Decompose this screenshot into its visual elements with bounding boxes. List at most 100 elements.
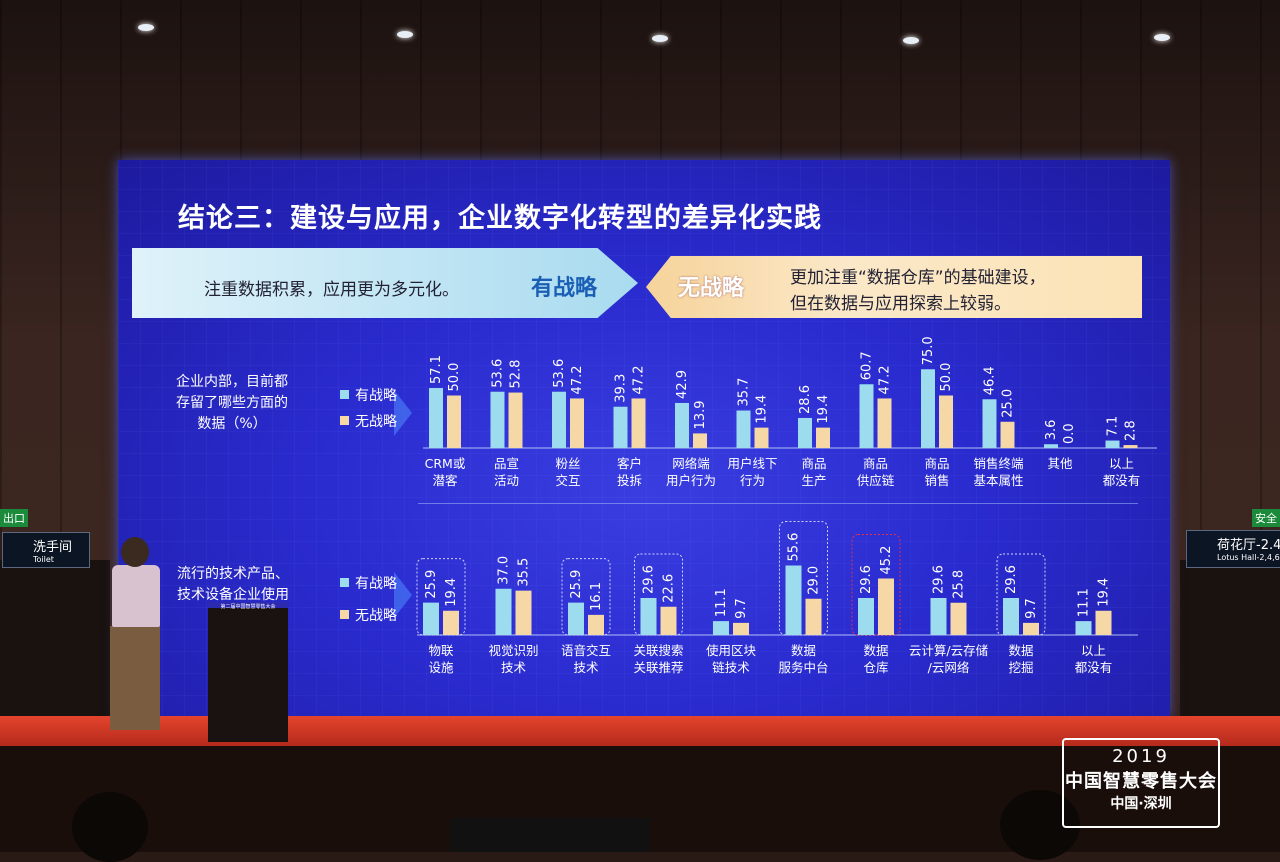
- bar-value-label: 46.4: [983, 366, 998, 395]
- category-label: 销售终端: [973, 456, 1023, 471]
- bar-with-strategy: [1044, 444, 1058, 448]
- category-label: 数据: [791, 643, 816, 658]
- bar-value-label: 25.0: [1001, 389, 1016, 418]
- category-label: 粉丝: [555, 456, 580, 471]
- ceiling-light: [652, 35, 668, 42]
- category-label: 商品: [801, 456, 826, 471]
- bar-value-label: 29.0: [807, 566, 822, 595]
- bar-value-label: 47.2: [570, 365, 585, 394]
- chart2-legend-item-without: 无战略: [340, 605, 397, 625]
- speaker-legs: [110, 626, 160, 730]
- bar-value-label: 47.2: [632, 365, 647, 394]
- bar-without-strategy: [631, 398, 646, 448]
- audience-head: [72, 792, 148, 862]
- bar-with-strategy: [930, 598, 947, 635]
- category-label: 活动: [494, 473, 519, 488]
- bar-without-strategy: [733, 622, 749, 635]
- category-label: 以上: [1109, 456, 1134, 471]
- chart1-ylabel-line: 企业内部，目前都: [176, 374, 288, 390]
- bar-value-label: 75.0: [921, 336, 936, 365]
- bar-without-strategy: [1023, 622, 1039, 635]
- toilet-sign: 洗手间 Toilet: [2, 532, 90, 568]
- bar-without-strategy: [508, 392, 523, 448]
- bar-with-strategy: [552, 391, 566, 448]
- category-label: 仓库: [863, 660, 888, 675]
- bar-without-strategy: [1123, 445, 1138, 448]
- audience-laptop: [450, 818, 650, 852]
- audience-head: [1000, 790, 1080, 860]
- category-label: 品宣: [494, 456, 519, 471]
- chart1-ylabel-line: 存留了哪些方面的: [176, 395, 288, 411]
- bar-with-strategy: [798, 417, 812, 448]
- bar-value-label: 29.6: [932, 565, 947, 594]
- bar-value-label: 2.8: [1124, 420, 1139, 441]
- podium-label: 第二届中国智慧零售大会: [220, 604, 276, 610]
- category-label: 挖掘: [1008, 660, 1033, 675]
- bar-with-strategy: [429, 388, 443, 448]
- safe-exit-sign: 安全: [1252, 509, 1280, 527]
- toilet-sign-cn: 洗手间: [33, 540, 73, 555]
- bar-without-strategy: [939, 395, 953, 448]
- bar-value-label: 29.6: [859, 565, 874, 594]
- legend-swatch-icon: [340, 416, 349, 425]
- ceiling-light: [1154, 34, 1170, 41]
- category-label: 使用区块: [706, 643, 757, 658]
- bar-without-strategy: [1000, 421, 1015, 448]
- band-left-text: 注重数据积累，应用更为多元化。: [204, 280, 459, 300]
- chart1-legend-item-with: 有战略: [340, 385, 397, 405]
- bar-with-strategy: [1105, 440, 1120, 448]
- band-with-strategy: [132, 248, 638, 318]
- lotus-hall-sign: 荷花厅-2.4 Lotus Hall-2,4,6,: [1186, 530, 1280, 568]
- bar-with-strategy: [982, 399, 997, 448]
- category-label: 供应链: [857, 473, 895, 488]
- bar-value-label: 19.4: [444, 578, 459, 607]
- bar-value-label: 19.4: [816, 395, 831, 424]
- event-year: 2019: [1112, 746, 1170, 767]
- category-label: 以上: [1081, 643, 1106, 658]
- category-label: CRM或: [425, 456, 466, 471]
- bar-value-label: 11.1: [1077, 588, 1092, 617]
- bar-value-label: 53.6: [552, 359, 567, 388]
- event-logo: 2019 中国智慧零售大会 中国·深圳: [1062, 738, 1220, 828]
- highlight-box: [996, 553, 1046, 636]
- slide-title: 结论三：建设与应用，企业数字化转型的差异化实践: [178, 203, 822, 234]
- band-right-line2: 但在数据与应用探索上较弱。: [790, 294, 1011, 314]
- band-right-line1: 更加注重“数据仓库”的基础建设，: [790, 268, 1046, 288]
- bar-with-strategy: [736, 410, 751, 448]
- category-label: 网络端: [672, 456, 710, 471]
- left-wall-doorway: [0, 560, 110, 720]
- bar-value-label: 47.2: [878, 365, 893, 394]
- exit-sign: 出口: [0, 509, 28, 527]
- ceiling-light: [903, 37, 919, 44]
- bar-without-strategy: [877, 398, 892, 448]
- bar-without-strategy: [515, 590, 532, 635]
- chart2-ylabel-line: 流行的技术产品、: [177, 566, 289, 582]
- highlight-box: [779, 521, 828, 636]
- bar-without-strategy: [443, 610, 459, 635]
- bar-value-label: 25.9: [569, 570, 584, 599]
- bar-value-label: 25.8: [952, 570, 967, 599]
- category-label: 数据: [863, 643, 888, 658]
- bar-with-strategy: [1003, 598, 1019, 635]
- band-without-strategy: [646, 256, 1142, 318]
- legend-label: 无战略: [355, 608, 397, 624]
- legend-label: 无战略: [355, 414, 397, 430]
- bar-value-label: 53.6: [491, 359, 506, 388]
- ceiling-light: [397, 31, 413, 38]
- ceiling-light: [138, 24, 154, 31]
- bar-value-label: 22.6: [662, 574, 677, 603]
- category-label: 行为: [740, 473, 765, 488]
- bar-with-strategy: [713, 621, 729, 635]
- category-label: 云计算/云存储: [909, 643, 988, 658]
- category-label: 都没有: [1103, 473, 1141, 488]
- bar-value-label: 19.4: [1097, 578, 1112, 607]
- bar-without-strategy: [805, 598, 822, 635]
- category-label: 投拆: [617, 473, 642, 488]
- category-label: 服务中台: [778, 660, 828, 675]
- bar-with-strategy: [613, 406, 628, 448]
- bar-without-strategy: [816, 427, 830, 448]
- bar-without-strategy: [1095, 610, 1112, 635]
- bar-value-label: 25.9: [424, 570, 439, 599]
- category-label: 基本属性: [973, 473, 1023, 488]
